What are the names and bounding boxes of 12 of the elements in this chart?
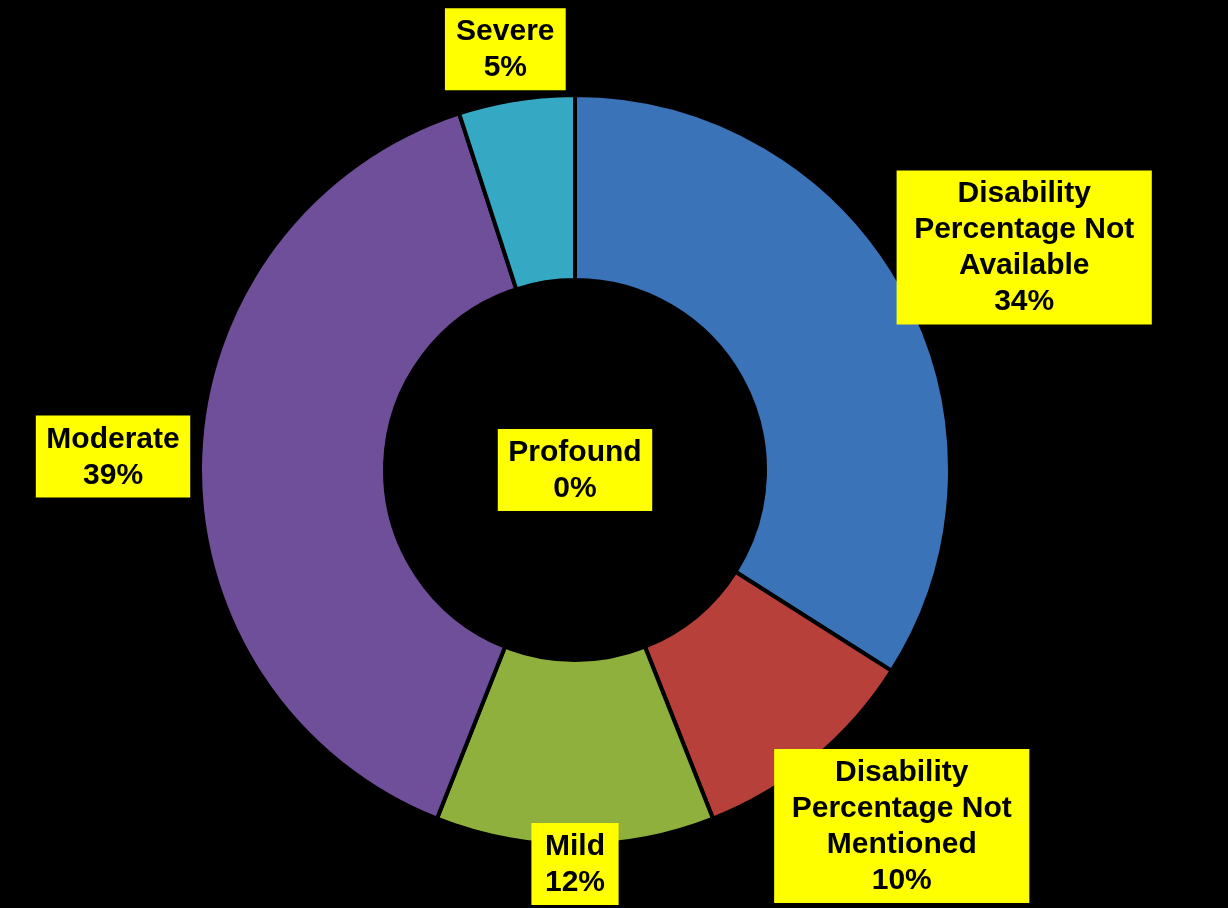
- slice-label: Disability Percentage Not Available: [914, 175, 1135, 281]
- data-label: 34%: [994, 283, 1055, 317]
- data-label: 39%: [83, 456, 144, 490]
- slice-label: Severe: [456, 13, 555, 47]
- category-label: Profound: [508, 434, 642, 467]
- data-label: 12%: [544, 864, 606, 897]
- text: 0%: [553, 470, 597, 503]
- data-label: 5%: [483, 49, 527, 83]
- slice-label: Moderate: [46, 420, 180, 454]
- slice-label: Mild: [545, 828, 605, 861]
- data-label: 10%: [871, 861, 932, 895]
- slice-label: Disability Percentage Not Mentioned: [791, 753, 1012, 859]
